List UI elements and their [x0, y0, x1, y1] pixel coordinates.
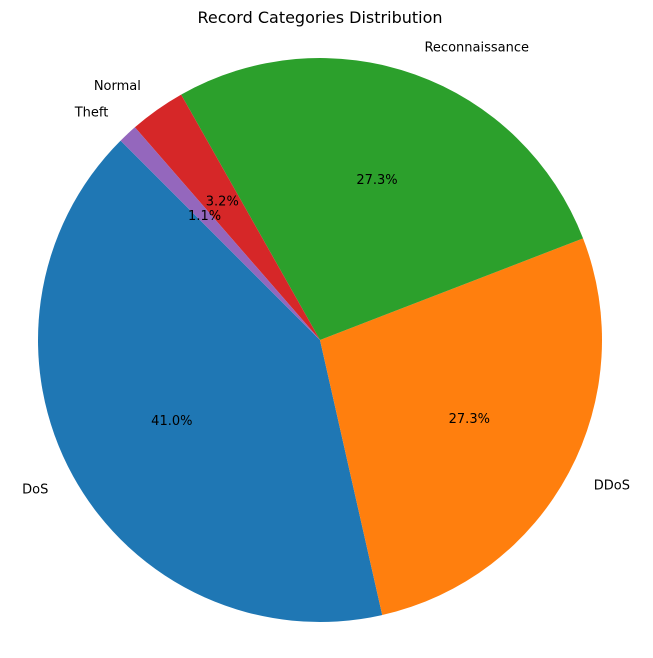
slice-pct-ddos: 27.3% — [449, 412, 490, 427]
slice-label-ddos: DDoS — [594, 478, 630, 493]
slice-label-theft: Theft — [74, 106, 109, 121]
pie-slice-normal — [134, 94, 320, 340]
chart-title: Record Categories Distribution — [197, 8, 442, 27]
pie-labels: DoS 41.0% DDoS 27.3% Reconnaissance 27.3% Norm… — [22, 40, 630, 497]
slice-label-normal: Normal — [94, 79, 141, 94]
slice-label-reconnaissance: Reconnaissance — [424, 40, 529, 55]
pie-slice-theft — [120, 127, 320, 340]
pie-slice-dos — [38, 140, 383, 623]
slice-pct-reconnaissance: 27.3% — [356, 173, 397, 188]
pie-slice-reconnaissance — [181, 57, 584, 340]
slice-pct-dos: 41.0% — [151, 414, 192, 429]
pie-slices — [38, 57, 603, 623]
slice-label-dos: DoS — [22, 482, 48, 497]
slice-pct-theft: 1.1% — [188, 209, 221, 224]
slice-pct-normal: 3.2% — [206, 194, 239, 209]
pie-slice-ddos — [320, 238, 603, 616]
